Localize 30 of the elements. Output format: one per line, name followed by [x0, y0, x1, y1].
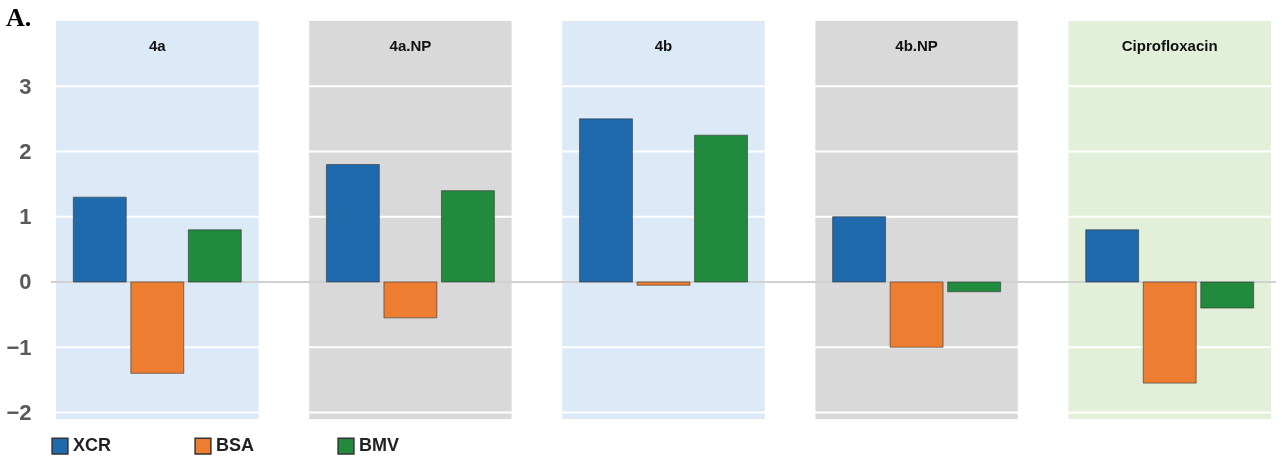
bar: [130, 281, 185, 374]
y-tick-label: 1: [19, 204, 32, 230]
x-tick-label: 4a.NP: [389, 36, 432, 54]
bar: [947, 281, 1001, 293]
legend-label: BMV: [359, 435, 399, 456]
bar: [1085, 229, 1139, 283]
bar: [636, 281, 691, 286]
legend-label: BSA: [216, 435, 255, 456]
y-tick-label: 2: [19, 138, 32, 164]
bar: [579, 118, 633, 283]
bar: [1142, 281, 1197, 384]
bar: [188, 229, 242, 283]
y-tick-label: 0: [19, 269, 32, 295]
bar: [441, 190, 495, 283]
bar: [889, 281, 944, 348]
y-tick-label: −1: [6, 334, 32, 360]
y-tick-label: −2: [6, 399, 32, 425]
chart-title: A.: [5, 3, 32, 32]
x-tick-label: Ciprofloxacin: [1121, 36, 1218, 54]
y-tick-label: 3: [19, 73, 32, 99]
bar: [383, 281, 438, 319]
x-tick-label: 4b: [654, 36, 673, 54]
x-tick-label: 4b.NP: [895, 36, 938, 54]
bar: [326, 164, 380, 283]
bar: [694, 134, 748, 283]
bar: [1200, 281, 1254, 309]
legend-label: XCR: [73, 435, 112, 456]
bar: [73, 196, 127, 283]
bar: [832, 216, 886, 283]
x-tick-label: 4a: [148, 36, 167, 54]
